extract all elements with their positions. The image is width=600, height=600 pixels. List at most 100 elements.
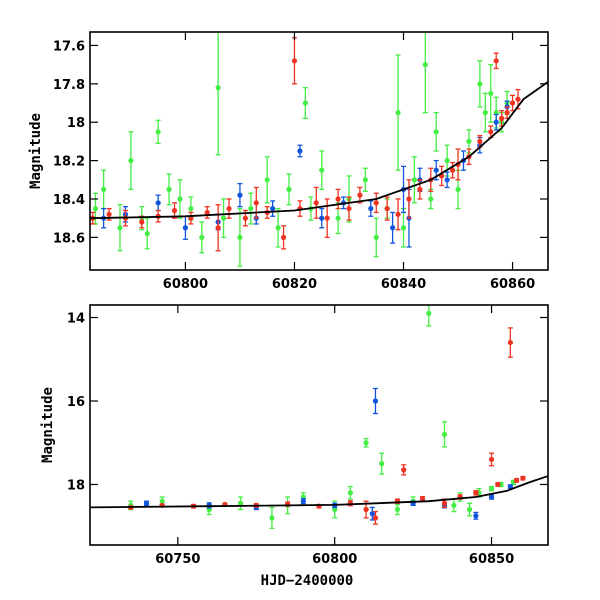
data-point bbox=[488, 129, 494, 135]
data-point bbox=[451, 502, 457, 508]
data-point bbox=[488, 486, 495, 492]
data-point bbox=[372, 515, 379, 521]
data-point bbox=[428, 196, 434, 202]
data-point bbox=[379, 461, 385, 467]
data-point bbox=[455, 186, 461, 192]
plot-frame bbox=[89, 31, 549, 271]
data-point bbox=[372, 398, 379, 404]
data-point bbox=[419, 496, 426, 502]
data-point bbox=[363, 506, 369, 513]
data-point bbox=[433, 129, 439, 135]
data-point bbox=[335, 215, 341, 221]
series-green bbox=[92, 32, 510, 267]
x-tick-label: 60860 bbox=[490, 277, 535, 292]
data-point bbox=[482, 110, 488, 116]
data-point bbox=[357, 192, 363, 198]
data-point bbox=[362, 177, 368, 183]
data-point bbox=[477, 138, 483, 145]
data-point bbox=[493, 58, 499, 64]
data-point bbox=[313, 200, 319, 206]
data-point bbox=[182, 225, 189, 231]
data-point bbox=[139, 219, 145, 225]
data-point bbox=[400, 225, 407, 231]
y-tick-label: 18 bbox=[67, 478, 85, 493]
y-tick-label: 17.6 bbox=[53, 39, 85, 54]
data-point bbox=[433, 167, 439, 173]
data-point bbox=[422, 62, 428, 68]
data-point bbox=[426, 310, 432, 316]
data-point bbox=[499, 115, 505, 121]
data-point bbox=[166, 186, 172, 192]
data-point bbox=[441, 500, 448, 506]
data-point bbox=[144, 230, 150, 237]
panel-2: 60750 60800 60850 14 16 18 Magnitude HJD−240000… bbox=[40, 304, 549, 589]
data-point bbox=[215, 225, 221, 231]
x-tick-label: 60820 bbox=[272, 277, 317, 292]
data-point bbox=[390, 225, 396, 231]
data-point bbox=[373, 234, 379, 240]
data-point bbox=[509, 100, 516, 106]
data-point bbox=[444, 157, 450, 164]
data-point bbox=[319, 215, 325, 221]
series-red bbox=[90, 37, 521, 252]
data-point bbox=[335, 196, 341, 202]
data-point bbox=[204, 209, 210, 216]
data-point bbox=[264, 177, 270, 183]
data-point bbox=[466, 138, 472, 145]
data-point bbox=[406, 196, 412, 202]
series-blue bbox=[101, 100, 510, 248]
data-point bbox=[369, 511, 375, 517]
x-tick-label: 60800 bbox=[163, 277, 208, 292]
data-point bbox=[300, 498, 306, 504]
data-point bbox=[401, 467, 407, 473]
x-tick-label: 60840 bbox=[381, 277, 426, 292]
data-point bbox=[384, 205, 390, 212]
data-point bbox=[248, 205, 254, 212]
data-point bbox=[488, 494, 495, 500]
data-point bbox=[253, 200, 259, 206]
data-point bbox=[106, 211, 112, 217]
data-point bbox=[297, 148, 303, 154]
data-point bbox=[324, 215, 330, 221]
data-point bbox=[199, 234, 205, 240]
y-tick-label: 18.2 bbox=[53, 155, 85, 170]
data-point bbox=[270, 205, 276, 212]
data-point bbox=[332, 506, 338, 513]
data-point bbox=[275, 225, 281, 231]
data-point bbox=[507, 339, 513, 346]
data-point bbox=[520, 475, 526, 481]
plot-area bbox=[90, 32, 548, 267]
model-curve bbox=[90, 81, 548, 220]
y-tick-label: 18 bbox=[67, 116, 85, 131]
data-point bbox=[477, 81, 483, 87]
data-point bbox=[226, 205, 232, 212]
data-point bbox=[473, 490, 479, 496]
data-point bbox=[319, 167, 325, 173]
data-point bbox=[411, 177, 418, 183]
data-point bbox=[101, 186, 107, 192]
plot-area bbox=[90, 305, 548, 529]
data-point bbox=[269, 515, 275, 521]
y-tick-label: 16 bbox=[67, 395, 85, 410]
data-point bbox=[444, 177, 450, 183]
data-point bbox=[291, 58, 298, 64]
data-point bbox=[363, 440, 369, 446]
data-point bbox=[373, 200, 379, 206]
data-point bbox=[346, 205, 352, 212]
data-point bbox=[215, 85, 221, 91]
data-point bbox=[466, 506, 473, 513]
data-point bbox=[237, 500, 244, 506]
data-point bbox=[128, 157, 134, 164]
x-tick-label: 60750 bbox=[155, 552, 200, 567]
data-point bbox=[395, 211, 401, 217]
data-point bbox=[237, 192, 243, 198]
data-point bbox=[417, 186, 423, 192]
data-point bbox=[286, 186, 292, 192]
x-tick-label: 60800 bbox=[312, 552, 357, 567]
data-point bbox=[155, 129, 161, 135]
x-tick-label: 60850 bbox=[469, 552, 514, 567]
data-point bbox=[488, 456, 495, 463]
data-point bbox=[143, 500, 150, 506]
x-axis-label: HJD−2400000 bbox=[261, 573, 354, 589]
